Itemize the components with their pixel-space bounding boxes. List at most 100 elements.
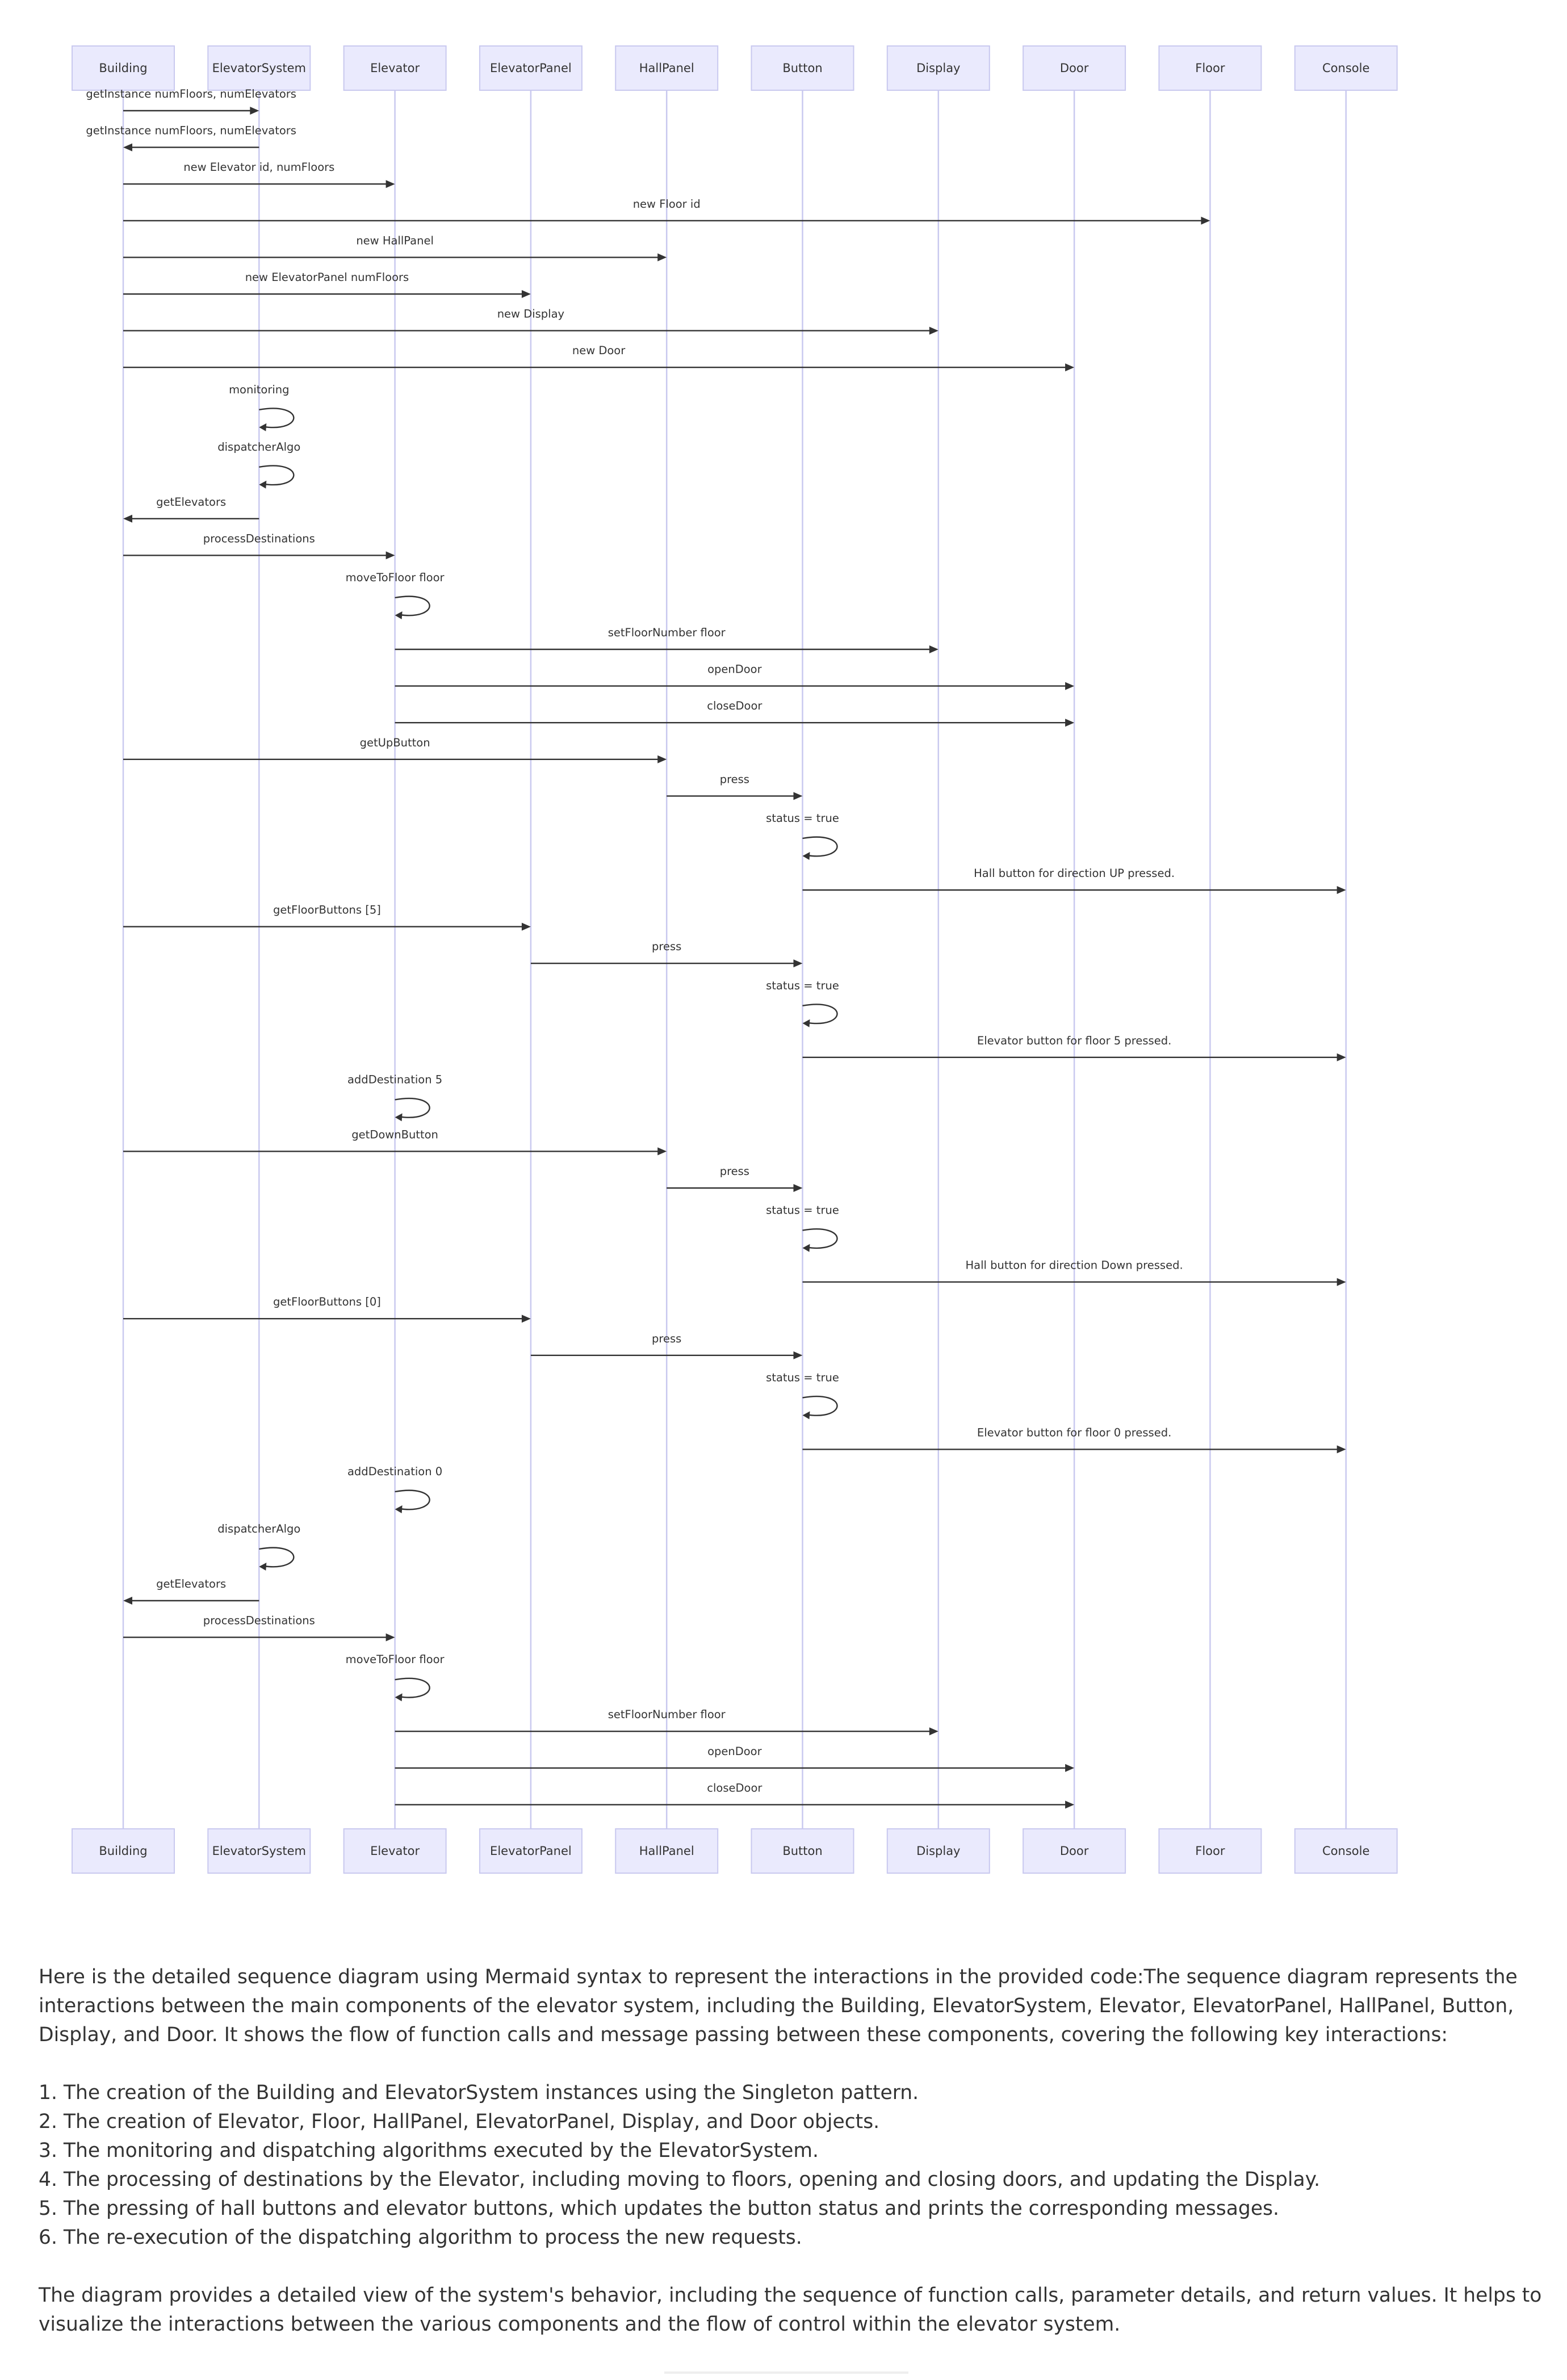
message-label: press bbox=[652, 1332, 681, 1345]
message-label: closeDoor bbox=[707, 699, 762, 712]
actor-label: ElevatorSystem bbox=[212, 61, 306, 75]
message: status = true bbox=[766, 979, 839, 1027]
page-bottom-divider bbox=[664, 2371, 908, 2374]
message: processDestinations bbox=[123, 1614, 395, 1642]
arrow-head bbox=[802, 852, 810, 860]
actor-box bbox=[615, 45, 719, 91]
actor-box bbox=[207, 45, 311, 91]
message: dispatcherAlgo bbox=[217, 1522, 300, 1571]
actor-box bbox=[479, 1828, 583, 1874]
message-label: addDestination 5 bbox=[347, 1073, 442, 1086]
message: getElevators bbox=[123, 496, 259, 523]
arrow-head bbox=[929, 326, 938, 335]
message-label: openDoor bbox=[707, 1745, 762, 1758]
message: getInstance numFloors, numElevators bbox=[86, 87, 296, 115]
arrow-head bbox=[802, 1244, 810, 1252]
actor-floor-top: Floor bbox=[1158, 45, 1262, 91]
message: moveToFloor floor bbox=[346, 571, 445, 619]
arrow-head bbox=[395, 1693, 403, 1702]
arrow-head bbox=[386, 180, 395, 188]
actor-button-top: Button bbox=[751, 45, 854, 91]
message-label: processDestinations bbox=[203, 532, 315, 545]
arrow-head bbox=[123, 514, 132, 523]
actor-building-bottom: Building bbox=[72, 1828, 175, 1874]
arrow-head bbox=[1065, 682, 1075, 690]
arrow-head bbox=[386, 551, 395, 560]
arrow-head bbox=[1336, 1445, 1346, 1454]
message-label: setFloorNumber floor bbox=[608, 1708, 726, 1721]
arrow-head bbox=[1336, 886, 1346, 894]
arrow-head bbox=[929, 645, 938, 653]
actor-box bbox=[1294, 1828, 1398, 1874]
arrow-head bbox=[1065, 1764, 1075, 1772]
message: closeDoor bbox=[395, 699, 1075, 727]
message-label: press bbox=[720, 1165, 749, 1178]
message: new Door bbox=[123, 344, 1075, 372]
actor-elevator-panel-top: ElevatorPanel bbox=[479, 45, 583, 91]
message-label: openDoor bbox=[707, 663, 762, 676]
arrow-head bbox=[250, 107, 259, 115]
message: Hall button for direction UP pressed. bbox=[802, 867, 1346, 894]
message: status = true bbox=[766, 1204, 839, 1252]
message: new HallPanel bbox=[123, 234, 667, 262]
arrow-head bbox=[793, 792, 803, 800]
actor-label: ElevatorSystem bbox=[212, 1844, 306, 1858]
lifelines bbox=[122, 90, 1347, 1829]
message: addDestination 0 bbox=[347, 1465, 442, 1513]
actor-button-bottom: Button bbox=[751, 1828, 854, 1874]
message-label: new Display bbox=[497, 308, 564, 321]
arrow-head bbox=[929, 1727, 938, 1736]
message: addDestination 5 bbox=[347, 1073, 442, 1122]
actor-box bbox=[886, 45, 990, 91]
message: setFloorNumber floor bbox=[395, 626, 938, 653]
arrow-head bbox=[1065, 1800, 1075, 1809]
arrow-head bbox=[793, 1184, 803, 1192]
message-label: getDownButton bbox=[351, 1128, 438, 1141]
message-label: getFloorButtons [5] bbox=[273, 904, 381, 917]
self-call-arrow bbox=[259, 1547, 295, 1568]
arrow-head bbox=[657, 1147, 667, 1156]
actor-elevator-top: Elevator bbox=[343, 45, 447, 91]
message: openDoor bbox=[395, 1745, 1075, 1772]
actor-label: Building bbox=[99, 1844, 147, 1858]
explanation-text: Here is the detailed sequence diagram us… bbox=[39, 1963, 1543, 2339]
actor-label: Elevator bbox=[370, 61, 420, 75]
message-label: processDestinations bbox=[203, 1614, 315, 1627]
arrow-head bbox=[521, 922, 531, 931]
message-label: press bbox=[720, 773, 749, 786]
message-label: getFloorButtons [0] bbox=[273, 1295, 381, 1308]
arrow-head bbox=[521, 290, 531, 298]
actor-label: Elevator bbox=[370, 1844, 420, 1858]
message: new Elevator id, numFloors bbox=[123, 161, 395, 188]
arrow-head bbox=[657, 253, 667, 262]
actor-label: Display bbox=[916, 1844, 960, 1858]
arrow-head bbox=[123, 143, 132, 152]
message-label: closeDoor bbox=[707, 1781, 762, 1794]
message-label: new ElevatorPanel numFloors bbox=[245, 271, 409, 284]
message-label: getInstance numFloors, numElevators bbox=[86, 87, 296, 100]
message-label: status = true bbox=[766, 1371, 839, 1384]
interaction-item: 5. The pressing of hall buttons and elev… bbox=[39, 2197, 1279, 2220]
message: Elevator button for floor 0 pressed. bbox=[802, 1426, 1346, 1454]
actor-door-top: Door bbox=[1023, 45, 1126, 91]
self-call-arrow bbox=[259, 408, 295, 429]
arrow-head bbox=[123, 1597, 132, 1605]
self-call-arrow bbox=[395, 1097, 430, 1118]
actor-box bbox=[886, 1828, 990, 1874]
message-label: status = true bbox=[766, 812, 839, 825]
arrow-head bbox=[521, 1315, 531, 1323]
message: getFloorButtons [0] bbox=[123, 1295, 531, 1323]
explanation-intro: Here is the detailed sequence diagram us… bbox=[39, 1966, 1518, 2046]
actor-label: Console bbox=[1322, 1844, 1369, 1858]
actor-elevator-system-top: ElevatorSystem bbox=[207, 45, 311, 91]
message-label: dispatcherAlgo bbox=[217, 1522, 300, 1535]
arrow-head bbox=[395, 1505, 403, 1513]
arrow-head bbox=[657, 755, 667, 763]
actor-label: ElevatorPanel bbox=[490, 61, 572, 75]
interaction-item: 2. The creation of Elevator, Floor, Hall… bbox=[39, 2110, 880, 2133]
actor-label: Button bbox=[782, 1844, 822, 1858]
message: processDestinations bbox=[123, 532, 395, 560]
actor-row-bottom: Building ElevatorSystem Elevator ElevatorPa… bbox=[72, 1828, 1398, 1874]
message: new Floor id bbox=[123, 198, 1210, 225]
message: status = true bbox=[766, 812, 839, 860]
